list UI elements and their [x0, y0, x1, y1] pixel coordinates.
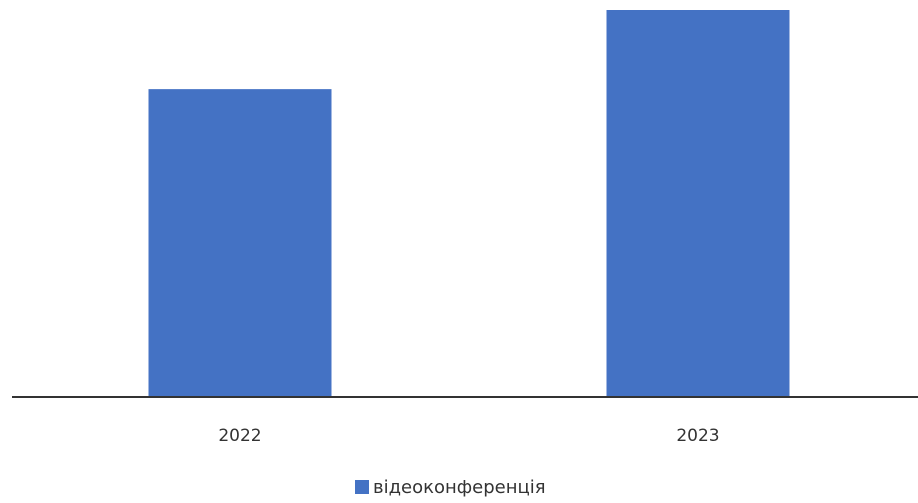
bar: [148, 89, 332, 397]
x-tick-label: 2022: [218, 426, 261, 446]
legend-swatch: [355, 480, 369, 494]
legend-label: відеоконференція: [373, 477, 546, 498]
x-tick-label: 2023: [676, 426, 719, 446]
bar: [606, 10, 790, 397]
